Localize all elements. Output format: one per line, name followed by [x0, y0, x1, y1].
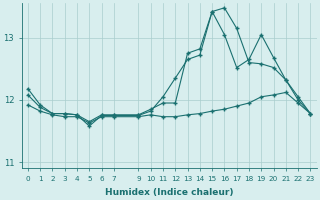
- X-axis label: Humidex (Indice chaleur): Humidex (Indice chaleur): [105, 188, 233, 197]
